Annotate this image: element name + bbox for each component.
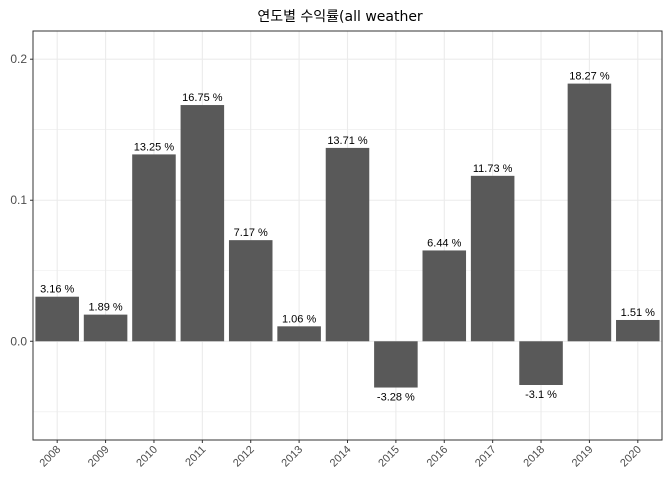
data-labels: 3.16 % 1.89 % 13.25 % 16.75 % 7.17 % 1.06 % 13… [40,71,655,404]
data-label-2008: 3.16 % [40,284,74,296]
data-label-2011: 16.75 % [182,92,223,104]
data-label-2018: -3.1 % [525,389,557,401]
x-tick-label-2015: 2015 [376,444,402,470]
x-axis: 2008 2009 2010 2011 2012 2013 2014 2015 2016 2017… [38,440,644,469]
bar-2016 [422,250,467,342]
x-tick-label-2008: 2008 [38,444,64,470]
data-label-2015: -3.28 % [377,392,415,404]
bar-2020 [616,319,660,342]
data-label-2016: 6.44 % [427,237,461,249]
data-label-2019: 18.27 % [569,71,610,83]
x-tick-label-2014: 2014 [328,444,354,470]
bar-2013 [277,326,321,342]
bar-2010 [132,154,176,342]
x-tick-label-2010: 2010 [134,444,160,470]
bar-2012 [228,240,273,342]
x-tick-label-2018: 2018 [521,444,547,470]
data-label-2012: 7.17 % [234,227,268,239]
x-tick-label-2020: 2020 [618,444,644,470]
bars [35,83,660,388]
bar-2008 [35,296,79,342]
y-tick-label: 0.1 [10,193,27,207]
bar-2011 [180,105,225,342]
x-tick-label-2011: 2011 [183,444,208,469]
x-tick-label-2013: 2013 [279,444,305,470]
bar-2018 [519,341,563,385]
x-tick-label-2019: 2019 [570,444,596,470]
bar-2014 [325,147,370,342]
x-tick-label-2009: 2009 [86,444,112,470]
bar-2017 [470,175,515,342]
chart-title: 연도별 수익률(all weather [257,9,423,25]
data-label-2020: 1.51 % [621,307,655,319]
bar-2019 [567,83,612,342]
data-label-2009: 1.89 % [88,302,122,314]
x-tick-label-2012: 2012 [231,444,257,470]
plot-panel-border [32,30,663,441]
data-label-2014: 13.71 % [327,135,368,147]
x-tick-label-2016: 2016 [425,444,451,470]
y-axis: 0.0 0.1 0.2 [10,52,33,348]
bar-2009 [83,314,128,342]
bar-2015 [374,341,418,388]
data-label-2017: 11.73 % [473,163,513,175]
data-label-2010: 13.25 % [134,141,175,153]
y-tick-label: 0.0 [10,334,27,348]
x-tick-label-2017: 2017 [473,444,499,470]
y-tick-label: 0.2 [10,52,27,66]
data-label-2013: 1.06 % [282,313,316,325]
